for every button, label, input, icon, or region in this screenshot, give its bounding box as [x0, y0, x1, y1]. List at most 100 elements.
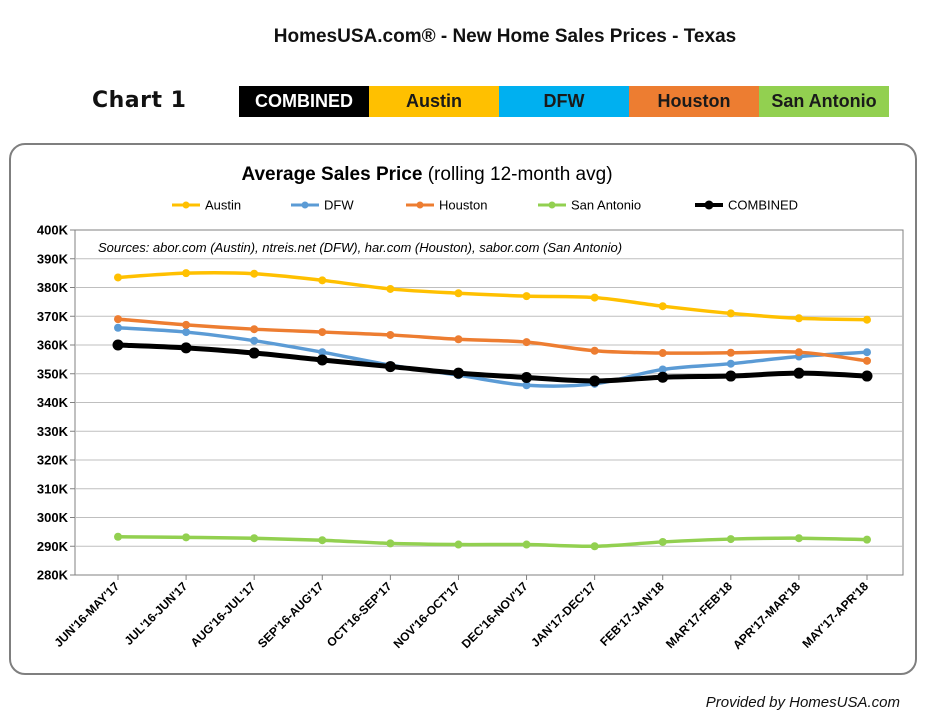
data-point-combined [725, 370, 737, 382]
data-point-austin [250, 269, 259, 278]
data-point-houston [522, 338, 531, 347]
chart-subtitle: (rolling 12-month avg) [422, 164, 612, 185]
series-line-san-antonio [116, 535, 869, 549]
legend-marker-san-antonio [548, 201, 556, 209]
data-point-combined [657, 371, 669, 383]
data-point-san-antonio [250, 534, 259, 543]
data-point-houston [318, 328, 327, 337]
data-point-san-antonio [726, 535, 735, 544]
data-point-houston [386, 330, 395, 339]
y-tick-label: 330K [37, 424, 69, 439]
x-tick-label: SEP'16-AUG'17 [255, 579, 327, 651]
data-point-san-antonio [522, 540, 531, 549]
data-point-houston [250, 325, 259, 334]
data-point-austin [794, 314, 803, 323]
y-tick-label: 280K [37, 568, 69, 583]
legend-marker-dfw [301, 201, 309, 209]
data-point-houston [726, 348, 735, 357]
data-point-dfw [658, 365, 667, 374]
legend-bar-houston: Houston [629, 86, 759, 117]
data-point-houston [863, 356, 871, 365]
data-point-dfw [863, 348, 871, 357]
data-point-combined [384, 361, 396, 373]
data-point-dfw [114, 323, 122, 332]
x-tick-label: JUL'16-JUN'17 [122, 579, 191, 648]
y-tick-label: 400K [37, 223, 69, 238]
data-point-san-antonio [590, 542, 599, 551]
region-legend-bar: COMBINED Austin DFW Houston San Antonio [239, 86, 889, 117]
x-tick-label: NOV'16-OCT'17 [391, 579, 463, 651]
legend-label-dfw: DFW [324, 198, 354, 213]
data-point-austin [182, 269, 191, 278]
x-tick-label: JAN'17-DEC'17 [528, 579, 599, 650]
y-tick-label: 300K [37, 510, 69, 525]
legend-bar-combined: COMBINED [239, 86, 369, 117]
sources-annotation: Sources: abor.com (Austin), ntreis.net (… [98, 240, 622, 255]
data-point-houston [114, 315, 122, 324]
series-line-combined [115, 342, 870, 384]
y-tick-label: 320K [37, 453, 69, 468]
data-point-austin [386, 284, 395, 293]
data-point-austin [454, 289, 463, 298]
legend-label-san-antonio: San Antonio [571, 198, 641, 213]
data-point-combined [521, 371, 533, 383]
series-line-houston [116, 317, 869, 363]
chart-frame [9, 143, 917, 675]
data-point-austin [318, 276, 327, 285]
page-title: HomesUSA.com® - New Home Sales Prices - … [273, 26, 737, 47]
chart-title-main: Average Sales Price [241, 164, 422, 185]
data-point-austin [114, 273, 122, 282]
x-tick-label: JUN'16-MAY'17 [51, 579, 122, 650]
data-point-houston [794, 348, 803, 357]
data-point-combined [112, 339, 124, 351]
data-point-dfw [726, 359, 735, 368]
legend-marker-combined [704, 200, 714, 210]
legend-marker-austin [182, 201, 190, 209]
data-point-austin [590, 293, 599, 302]
legend-bar-san-antonio: San Antonio [759, 86, 889, 117]
data-point-houston [590, 346, 599, 355]
y-tick-label: 380K [37, 280, 69, 295]
y-tick-label: 310K [37, 481, 69, 496]
x-tick-label: FEB'17-JAN'18 [597, 579, 667, 649]
legend-label-combined: COMBINED [728, 198, 798, 213]
data-point-san-antonio [658, 537, 667, 546]
data-point-combined [589, 375, 601, 387]
chart-title: Average Sales Price (rolling 12-month av… [241, 164, 612, 185]
data-point-san-antonio [863, 535, 871, 544]
data-point-houston [658, 349, 667, 358]
legend-marker-houston [416, 201, 424, 209]
data-point-combined [248, 347, 260, 359]
data-point-houston [454, 335, 463, 344]
data-point-san-antonio [318, 536, 327, 545]
x-tick-label: APR'17-MAR'18 [730, 579, 803, 652]
x-tick-label: OCT'16-SEP'17 [324, 579, 395, 650]
data-point-san-antonio [182, 533, 191, 542]
data-point-dfw [522, 381, 531, 390]
data-point-austin [863, 315, 871, 324]
y-tick-label: 290K [37, 539, 69, 554]
x-tick-label: MAY'17-APR'18 [799, 579, 871, 651]
y-tick-label: 360K [37, 338, 69, 353]
footer-credit: Provided by HomesUSA.com [705, 694, 900, 711]
data-point-austin [522, 292, 531, 301]
data-point-combined [452, 367, 464, 379]
x-tick-label: MAR'17-FEB'18 [663, 579, 735, 651]
y-tick-label: 350K [37, 366, 69, 381]
x-tick-label: AUG'16-JUL'17 [188, 579, 259, 650]
y-tick-label: 340K [37, 395, 69, 410]
data-point-san-antonio [454, 540, 463, 549]
data-point-austin [658, 302, 667, 311]
data-point-houston [182, 320, 191, 329]
data-point-combined [861, 370, 873, 382]
data-point-dfw [182, 328, 191, 337]
data-point-combined [316, 354, 328, 366]
legend-bar-austin: Austin [369, 86, 499, 117]
legend-label-houston: Houston [439, 198, 487, 213]
data-point-dfw [318, 348, 327, 357]
data-point-combined [793, 367, 805, 379]
legend-bar-dfw: DFW [499, 86, 629, 117]
data-point-san-antonio [386, 539, 395, 548]
series-line-austin [116, 270, 869, 322]
